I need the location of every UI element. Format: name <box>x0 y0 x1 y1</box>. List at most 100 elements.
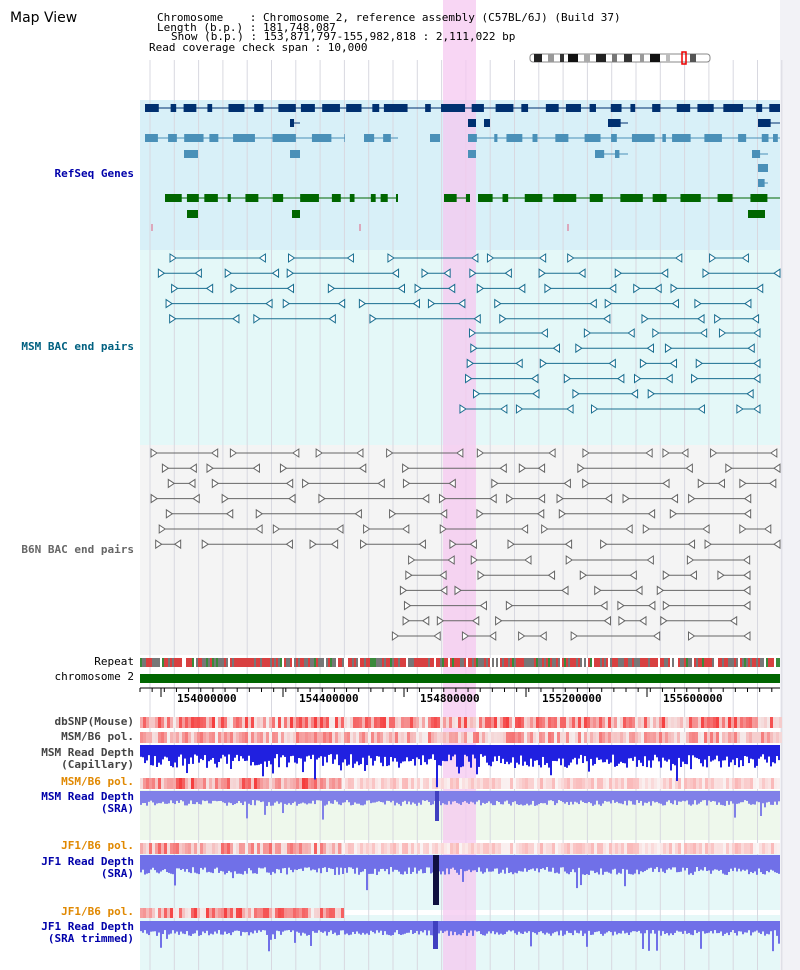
gene-exon <box>672 134 691 142</box>
jf1-trimmed-depth-bar <box>212 921 214 935</box>
jf1-sra-depth-bar <box>672 855 674 868</box>
jf1-sra-depth-bar <box>688 855 690 875</box>
repeat-element <box>664 658 666 667</box>
capillary-depth-bar <box>640 745 642 763</box>
jf1-trimmed-depth-bar <box>532 921 534 933</box>
repeat-element <box>754 658 756 667</box>
capillary-depth-bar <box>258 745 260 765</box>
jf1-sra-depth-bar <box>652 855 654 872</box>
dbsnp-cell <box>542 717 545 728</box>
msm-sra-depth-bar <box>352 791 354 805</box>
gene-exon <box>495 104 514 112</box>
repeat-element <box>452 658 454 667</box>
bac-end-right <box>608 283 617 294</box>
jf1-trimmed-depth-bar <box>296 921 298 932</box>
dbsnp-cell <box>629 717 632 728</box>
bac-end-right <box>447 555 455 565</box>
msm-b6-pol-cell <box>456 778 459 789</box>
jf1-b6-pol-cell <box>609 843 612 854</box>
jf1-sra-depth-bar <box>486 855 488 869</box>
msm-b6-pol-cell <box>477 778 480 789</box>
capillary-depth-bar <box>676 745 678 782</box>
msm-sra-depth-bar <box>730 791 732 802</box>
capillary-depth-bar <box>674 745 676 766</box>
msm-b6-pol-cell <box>486 778 489 789</box>
capillary-depth-bar <box>524 745 526 762</box>
jf1-sra-depth-bar <box>174 855 176 886</box>
track-label-refseq[interactable]: RefSeq Genes <box>54 167 134 180</box>
dbsnp-cell <box>251 717 254 728</box>
jf1-sra-depth-bar <box>554 855 556 874</box>
msm-sra-depth-bar <box>244 791 246 802</box>
jf1-trimmed-depth-bar <box>636 921 638 932</box>
dbsnp-cell <box>392 717 395 728</box>
msm-sra-depth-bar <box>158 791 160 804</box>
capillary-depth-bar <box>750 745 752 759</box>
jf1-sra-depth-bar <box>364 855 366 869</box>
msm-b6-pol-cell <box>365 732 368 743</box>
msm-b6-pol-cell <box>516 778 519 789</box>
bac-end-right <box>397 283 406 294</box>
chromosome-bar <box>140 674 780 683</box>
jf1-b6-pol-cell <box>723 843 726 854</box>
repeat-element <box>684 658 686 667</box>
msm-b6-pol-cell <box>776 732 779 743</box>
repeat-element <box>514 658 516 667</box>
repeat-element <box>454 658 456 667</box>
repeat-element <box>698 658 700 667</box>
dbsnp-cell <box>752 717 755 728</box>
msm-sra-depth-bar <box>144 791 146 803</box>
jf1-sra-depth-bar <box>764 855 766 875</box>
msm-sra-depth-bar <box>596 791 598 801</box>
msm-sra-depth-bar <box>642 791 644 806</box>
jf1-sra-depth-bar <box>262 855 264 869</box>
jf1-trimmed-depth-bar <box>718 921 720 934</box>
repeat-element <box>732 658 734 667</box>
gene-exon <box>614 150 620 158</box>
track-label-jf1-read-depth-trimmed: JF1 Read Depth (SRA trimmed) <box>41 920 134 945</box>
jf1-b6-pol-cell <box>705 843 708 854</box>
gene-exon <box>465 194 470 202</box>
jf1-b6-pol-cell <box>681 843 684 854</box>
capillary-depth-bar <box>712 745 714 761</box>
capillary-depth-bar <box>324 745 326 757</box>
msm-sra-depth-bar <box>190 791 192 801</box>
capillary-depth-bar <box>438 745 440 766</box>
msm-sra-depth-bar <box>756 791 758 802</box>
track-label-msm-bac[interactable]: MSM BAC end pairs <box>21 340 134 353</box>
jf1-trimmed-depth-bar <box>298 921 300 933</box>
bac-end-left <box>399 585 408 596</box>
msm-sra-depth-bar <box>728 791 730 805</box>
dbsnp-cell <box>230 717 233 728</box>
msm-b6-pol-cell <box>149 732 152 743</box>
msm-sra-depth-bar <box>184 791 186 806</box>
msm-b6-pol-cell <box>269 732 272 743</box>
capillary-depth-bar <box>396 745 398 762</box>
capillary-depth-bar <box>184 745 186 759</box>
jf1-b6-pol-cell <box>657 843 660 854</box>
gene-exon <box>300 104 315 112</box>
capillary-depth-bar <box>748 745 750 764</box>
jf1-trimmed-depth-bar <box>206 921 208 931</box>
msm-b6-pol-cell <box>230 778 233 789</box>
jf1-b6-pol-cell <box>423 843 426 854</box>
capillary-depth-bar <box>498 745 500 756</box>
msm-b6-pol-cell <box>656 732 659 743</box>
msm-b6-pol-cell <box>369 778 372 789</box>
msm-sra-depth-bar <box>512 791 514 803</box>
msm-sra-depth-bar <box>206 791 208 801</box>
bac-end-right <box>515 358 523 369</box>
jf1-sra-depth-bar <box>548 855 550 872</box>
repeat-element <box>222 658 224 667</box>
jf1-b6-pol-cell <box>384 843 387 854</box>
bac-end-left <box>438 493 447 504</box>
bac-end-left <box>287 253 296 263</box>
jf1-sra-depth-bar <box>676 855 678 873</box>
jf1-b6-pol-cell <box>266 843 269 854</box>
bac-end-left <box>641 313 649 324</box>
jf1-trimmed-depth-bar <box>326 921 328 936</box>
capillary-depth-bar <box>574 745 576 758</box>
track-label-b6n-bac[interactable]: B6N BAC end pairs <box>21 543 134 556</box>
repeat-element <box>532 658 534 667</box>
